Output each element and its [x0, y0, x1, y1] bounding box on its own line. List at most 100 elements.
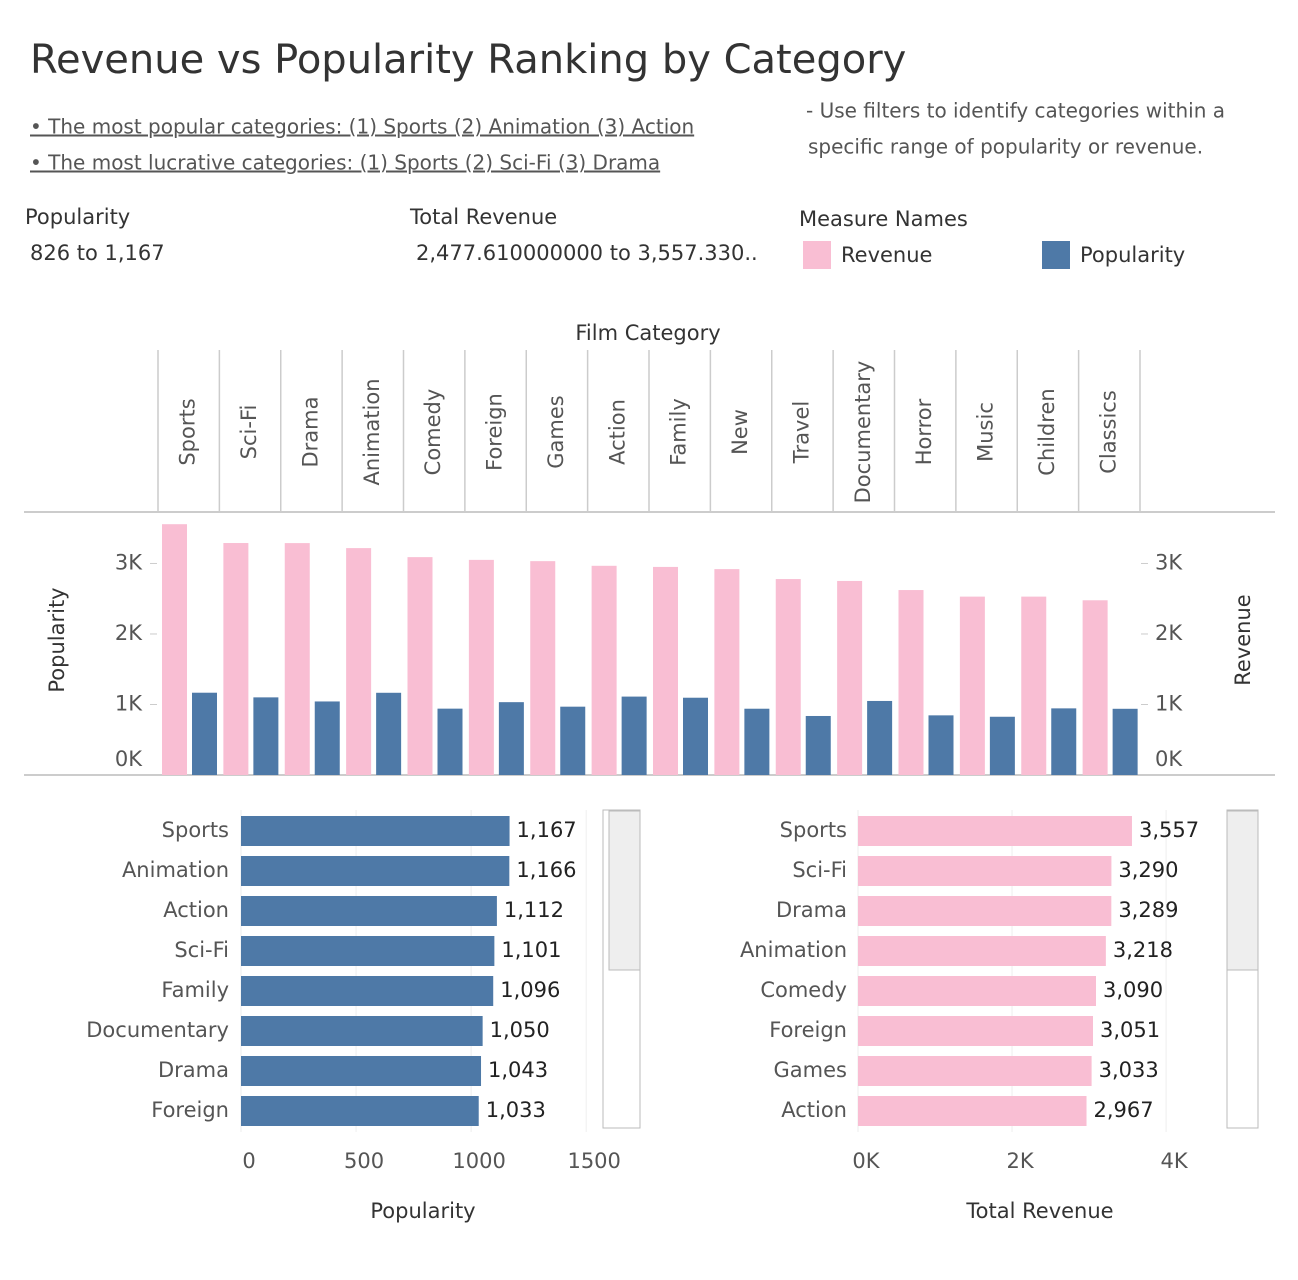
bar: [241, 976, 494, 1006]
y2-tick-label: 2K: [1155, 621, 1183, 645]
bar: [858, 816, 1132, 846]
bar: [468, 559, 494, 775]
note: - Use filters to identify categories wit…: [806, 99, 1225, 123]
value-label: 1,166: [516, 858, 576, 882]
category-label: Foreign: [151, 1098, 229, 1122]
value-label: 3,290: [1118, 858, 1178, 882]
y-tick-label: 1K: [115, 691, 143, 715]
legend-label: Popularity: [1080, 243, 1185, 267]
y-tick-label: 0K: [115, 747, 143, 771]
legend-swatch: [1042, 241, 1070, 269]
category-label: Children: [1035, 388, 1059, 475]
category-label: Drama: [158, 1058, 229, 1082]
value-label: 1,033: [486, 1098, 546, 1122]
bar: [376, 692, 402, 775]
x-tick-label: 1000: [452, 1149, 505, 1173]
value-label: 1,112: [504, 898, 564, 922]
y2-tick-label: 1K: [1155, 691, 1183, 715]
value-label: 3,051: [1100, 1018, 1160, 1042]
bar: [192, 692, 217, 775]
bar: [241, 1096, 479, 1126]
y-tick-label: 3K: [115, 550, 143, 574]
category-label: Horror: [912, 398, 936, 465]
category-label: Drama: [298, 397, 322, 468]
x-axis-title: Film Category: [575, 321, 720, 345]
x-tick-label: 4K: [1161, 1149, 1189, 1173]
value-label: 3,289: [1118, 898, 1178, 922]
value-label: 2,967: [1094, 1098, 1154, 1122]
bar: [346, 548, 372, 775]
category-label: Animation: [360, 378, 384, 485]
bar: [858, 896, 1112, 926]
bar: [560, 706, 586, 775]
bar: [989, 716, 1015, 775]
legend-title: Measure Names: [799, 207, 968, 231]
category-label: Animation: [740, 938, 847, 962]
category-label: Travel: [789, 401, 813, 464]
bar: [1082, 600, 1108, 775]
category-label: Comedy: [421, 389, 445, 476]
bar: [530, 561, 556, 775]
bar: [241, 936, 495, 966]
bar: [621, 696, 647, 775]
legend-label: Revenue: [841, 243, 932, 267]
category-label: Games: [544, 395, 568, 468]
category-label: Foreign: [483, 393, 507, 471]
bar: [683, 697, 708, 775]
value-label: 1,050: [490, 1018, 550, 1042]
category-label: Classics: [1096, 390, 1120, 474]
y2-axis-title: Revenue: [1231, 594, 1255, 685]
bar: [1021, 596, 1047, 775]
bar: [407, 557, 433, 775]
bar: [858, 1016, 1093, 1046]
x-tick-label: 1500: [567, 1149, 620, 1173]
category-label: Family: [161, 978, 229, 1002]
category-label: Action: [605, 399, 629, 465]
y-tick-label: 2K: [115, 621, 143, 645]
category-label: New: [728, 409, 752, 455]
filter-title: Popularity: [25, 205, 130, 229]
bar: [241, 1016, 483, 1046]
category-label: Documentary: [86, 1018, 229, 1042]
bar: [1112, 708, 1138, 775]
bullet: • The most lucrative categories: (1) Spo…: [30, 151, 660, 175]
scroll-thumb[interactable]: [1226, 810, 1259, 971]
category-label: Comedy: [760, 978, 847, 1002]
value-label: 3,218: [1113, 938, 1173, 962]
value-label: 3,557: [1139, 818, 1199, 842]
legend-swatch: [803, 241, 831, 269]
bar: [241, 816, 510, 846]
scroll-thumb[interactable]: [608, 810, 641, 971]
bar: [223, 543, 249, 775]
bar: [775, 579, 801, 775]
bullet: • The most popular categories: (1) Sport…: [30, 115, 694, 139]
category-label: Sports: [780, 818, 847, 842]
bar: [805, 715, 831, 775]
bar: [858, 1096, 1087, 1126]
bar: [837, 580, 863, 775]
bar: [241, 1056, 482, 1086]
x-tick-label: 0: [242, 1149, 255, 1173]
bar: [284, 543, 310, 775]
bar: [867, 700, 893, 775]
x-axis-title: Total Revenue: [965, 1199, 1113, 1223]
value-label: 1,043: [488, 1058, 548, 1082]
value-label: 1,101: [501, 938, 561, 962]
value-label: 1,167: [517, 818, 577, 842]
bar: [858, 936, 1106, 966]
x-tick-label: 2K: [1006, 1149, 1034, 1173]
bar: [858, 856, 1112, 886]
bar: [744, 708, 770, 775]
filter-range[interactable]: 2,477.610000000 to 3,557.330..: [416, 241, 758, 265]
category-label: Drama: [776, 898, 847, 922]
bar: [928, 715, 954, 775]
category-label: Foreign: [769, 1018, 847, 1042]
filter-range[interactable]: 826 to 1,167: [30, 241, 165, 265]
category-label: Sports: [162, 818, 229, 842]
bar: [898, 590, 924, 775]
value-label: 3,090: [1103, 978, 1163, 1002]
filter-title: Total Revenue: [409, 205, 557, 229]
bar: [241, 896, 497, 926]
bar: [162, 524, 187, 775]
category-label: Action: [781, 1098, 847, 1122]
